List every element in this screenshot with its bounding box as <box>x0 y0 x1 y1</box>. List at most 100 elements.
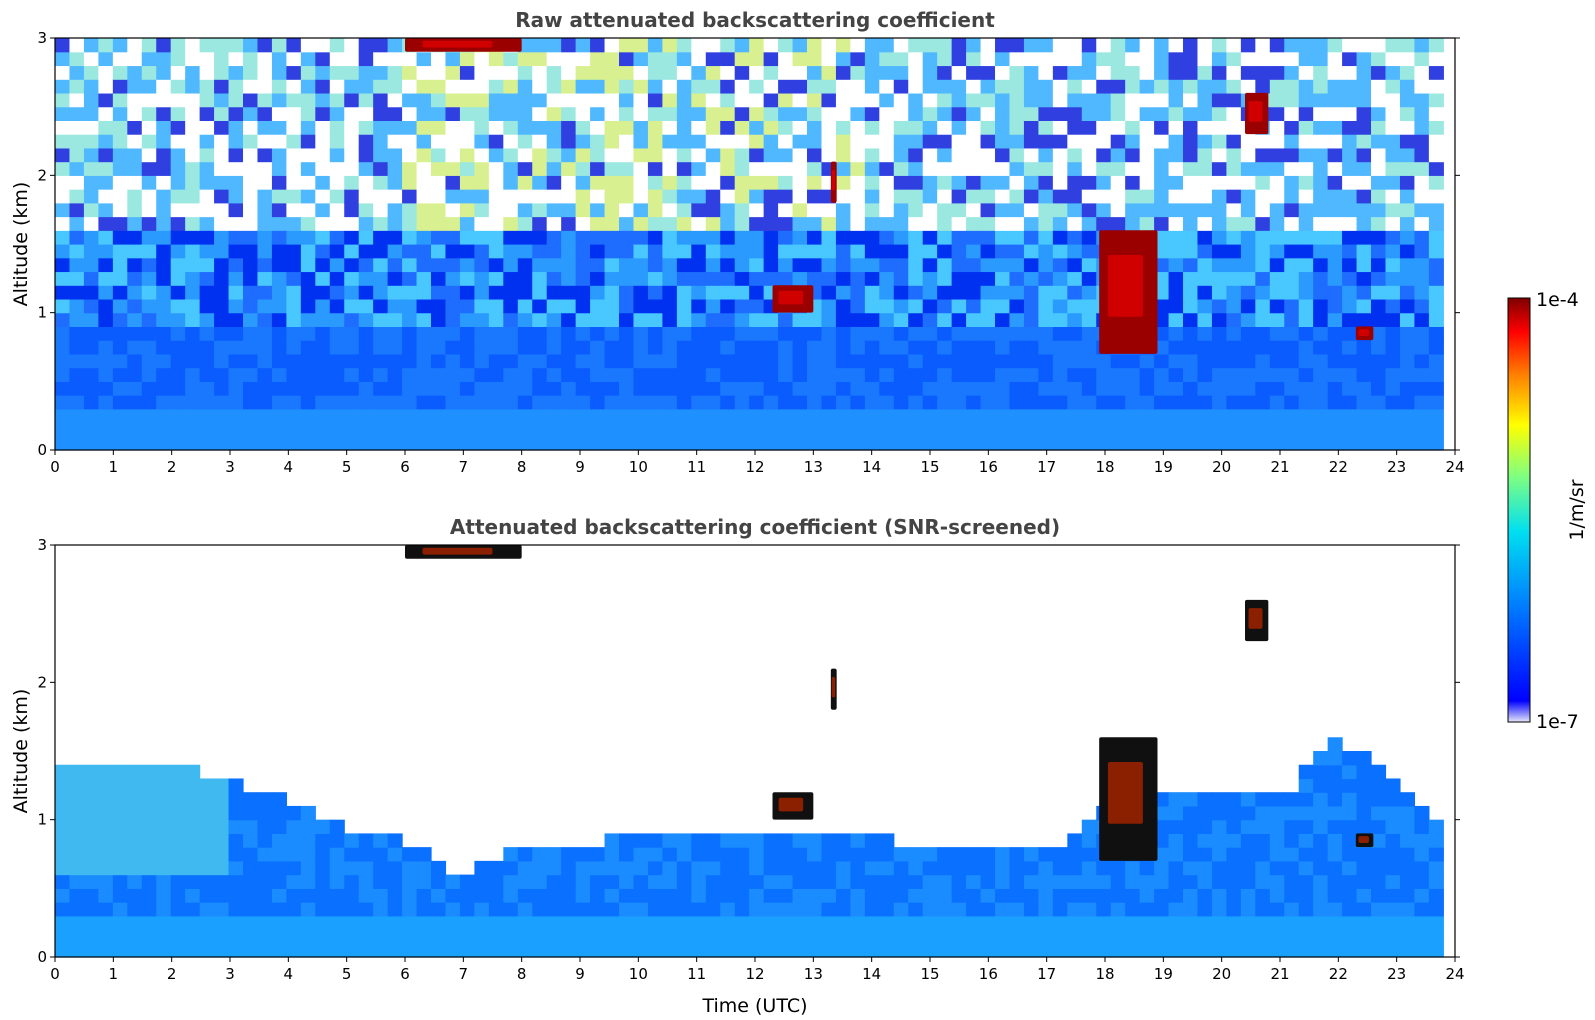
heatmap-cell <box>170 367 186 382</box>
heatmap-cell <box>1211 902 1227 917</box>
heatmap-cell <box>344 298 360 314</box>
heatmap-cell <box>1183 792 1199 807</box>
heatmap-cell <box>358 381 374 396</box>
heatmap-cell <box>951 436 967 451</box>
heatmap-cell <box>749 271 765 286</box>
heatmap-cell <box>1197 874 1213 889</box>
heatmap-cell <box>402 422 418 437</box>
heatmap-cell <box>749 216 765 231</box>
heatmap-cell <box>1356 230 1372 245</box>
heatmap-cell <box>705 230 721 245</box>
heatmap-cell <box>1298 134 1314 149</box>
heatmap-cell <box>1139 436 1155 451</box>
heatmap-cell <box>647 367 663 382</box>
y-axis-label: Altitude (km) <box>10 689 32 814</box>
heatmap-cell <box>980 189 996 204</box>
heatmap-cell <box>199 120 215 135</box>
heatmap-cell <box>243 353 259 369</box>
heatmap-cell <box>1197 888 1213 903</box>
heatmap-cell <box>778 216 794 231</box>
heatmap-cell <box>937 65 953 80</box>
heatmap-cell <box>1052 175 1068 190</box>
heatmap-cell <box>185 92 201 108</box>
heatmap-cell <box>633 230 649 245</box>
heatmap-cell <box>676 271 692 286</box>
heatmap-cell <box>170 257 186 273</box>
heatmap-cell <box>575 312 591 327</box>
x-tick-label: 6 <box>400 458 410 476</box>
heatmap-cell <box>864 161 880 176</box>
heatmap-cell <box>590 915 606 931</box>
heatmap-cell <box>286 395 302 410</box>
heatmap-cell <box>1269 51 1285 67</box>
heatmap-cell <box>517 312 533 327</box>
heatmap-cell <box>1009 436 1025 451</box>
heatmap-cell <box>271 340 287 355</box>
heatmap-cell <box>1298 929 1314 944</box>
heatmap-cell <box>1067 833 1083 848</box>
heatmap-cell <box>1240 819 1256 834</box>
heatmap-cell <box>83 161 99 176</box>
x-tick-label: 23 <box>1387 965 1406 983</box>
heatmap-cell <box>257 92 273 108</box>
heatmap-cell <box>893 271 909 286</box>
heatmap-cell <box>387 902 403 917</box>
heatmap-cell <box>1211 805 1227 821</box>
heatmap-cell <box>937 408 953 424</box>
heatmap-cell <box>532 120 548 135</box>
heatmap-cell <box>676 216 692 231</box>
heatmap-cell <box>257 202 273 218</box>
heatmap-cell <box>1183 847 1199 862</box>
heatmap-cell <box>1356 422 1372 437</box>
heatmap-cell <box>575 65 591 80</box>
heatmap-cell <box>835 244 851 259</box>
heatmap-cell <box>980 175 996 190</box>
heatmap-cell <box>908 367 924 382</box>
heatmap-cell <box>662 340 678 355</box>
heatmap-cell <box>676 943 692 958</box>
heatmap-cell <box>83 422 99 437</box>
heatmap-cell <box>141 819 157 834</box>
cloud-core <box>831 169 836 191</box>
heatmap-cell <box>1211 395 1227 410</box>
heatmap-cell <box>1371 764 1387 780</box>
heatmap-cell <box>604 202 620 218</box>
heatmap-cell <box>185 51 201 67</box>
heatmap-cell <box>1038 395 1054 410</box>
x-tick-label: 16 <box>979 458 998 476</box>
heatmap-cell <box>647 202 663 218</box>
heatmap-cell <box>474 860 490 876</box>
heatmap-cell <box>517 915 533 931</box>
heatmap-cell <box>590 175 606 190</box>
heatmap-cell <box>1298 833 1314 848</box>
heatmap-cell <box>546 874 562 889</box>
heatmap-cell <box>619 120 635 135</box>
heatmap-cell <box>1226 189 1242 204</box>
heatmap-cell <box>1009 106 1025 121</box>
heatmap-cell <box>676 408 692 424</box>
heatmap-cell <box>141 778 157 793</box>
heatmap-cell <box>517 943 533 958</box>
heatmap-cell <box>185 285 201 300</box>
heatmap-cell <box>214 51 230 67</box>
heatmap-cell <box>185 216 201 231</box>
heatmap-cell <box>1385 312 1401 327</box>
heatmap-cell <box>937 230 953 245</box>
heatmap-cell <box>908 929 924 944</box>
heatmap-cell <box>1428 819 1444 834</box>
heatmap-cell <box>300 147 316 163</box>
heatmap-cell <box>517 285 533 300</box>
heatmap-cell <box>966 38 982 53</box>
heatmap-cell <box>908 353 924 369</box>
heatmap-cell <box>243 422 259 437</box>
heatmap-cell <box>575 216 591 231</box>
heatmap-cell <box>821 860 837 876</box>
heatmap-cell <box>1356 65 1372 80</box>
heatmap-cell <box>937 38 953 53</box>
heatmap-cell <box>1197 367 1213 382</box>
heatmap-cell <box>835 161 851 176</box>
heatmap-cell <box>199 805 215 821</box>
heatmap-cell <box>1154 860 1170 876</box>
heatmap-cell <box>778 847 794 862</box>
heatmap-cell <box>604 216 620 231</box>
